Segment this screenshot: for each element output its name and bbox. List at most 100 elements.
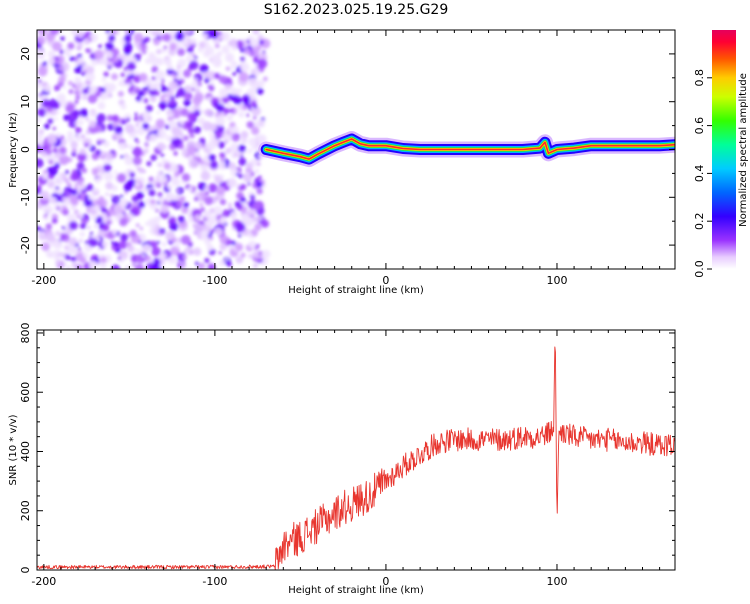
x-tick-label: -100 (202, 274, 227, 287)
noise-speck (46, 167, 52, 173)
noise-speck (169, 222, 179, 232)
noise-speck (151, 30, 158, 37)
noise-speck (47, 50, 56, 58)
noise-speck (183, 202, 190, 208)
noise-speck (143, 98, 149, 104)
noise-speck (189, 133, 195, 139)
noise-speck (123, 48, 132, 56)
y-tick-label: 200 (19, 500, 32, 521)
noise-speck (124, 155, 135, 166)
noise-speck (167, 89, 174, 97)
noise-speck (49, 196, 57, 205)
noise-speck (37, 81, 42, 89)
noise-speck (77, 32, 84, 39)
noise-speck (54, 176, 64, 185)
noise-speck (192, 96, 202, 106)
noise-speck (208, 154, 216, 162)
x-tick-label: -100 (202, 575, 227, 588)
y-tick-label: 800 (19, 322, 32, 343)
noise-speck (208, 84, 215, 91)
noise-speck (134, 112, 138, 116)
noise-speck (252, 250, 261, 259)
noise-speck (157, 192, 163, 198)
noise-speck (79, 231, 86, 237)
noise-speck (142, 50, 147, 55)
noise-speck (225, 147, 232, 154)
noise-speck (100, 256, 107, 264)
noise-speck (219, 198, 227, 206)
noise-speck (201, 110, 206, 114)
noise-speck (176, 87, 187, 97)
noise-speck (229, 108, 234, 113)
noise-speck (156, 110, 161, 115)
noise-speck (202, 33, 209, 40)
noise-speck (60, 71, 65, 76)
noise-speck (113, 170, 118, 174)
noise-speck (166, 253, 170, 257)
noise-speck (256, 134, 267, 145)
noise-speck (134, 263, 144, 269)
noise-speck (37, 158, 44, 168)
noise-speck (137, 90, 145, 97)
noise-speck (194, 214, 201, 221)
noise-speck (187, 213, 191, 217)
noise-speck (53, 240, 63, 250)
noise-speck (188, 158, 199, 169)
noise-speck (132, 146, 143, 157)
noise-speck (96, 216, 103, 223)
noise-speck (83, 198, 93, 207)
noise-speck (74, 86, 78, 91)
noise-speck (218, 162, 226, 170)
noise-speck (248, 107, 253, 111)
noise-speck (150, 154, 157, 161)
noise-speck (79, 222, 87, 230)
noise-speck (61, 226, 66, 230)
noise-speck (62, 157, 67, 162)
noise-speck (193, 223, 204, 234)
noise-speck (142, 187, 148, 193)
noise-speck (151, 65, 159, 73)
noise-speck (196, 106, 201, 111)
noise-speck (106, 114, 114, 122)
noise-speck (135, 223, 140, 228)
noise-speck (199, 207, 206, 213)
y-tick-label: -10 (19, 188, 32, 206)
noise-speck (123, 34, 132, 43)
noise-speck (237, 88, 242, 94)
noise-speck (100, 207, 107, 214)
noise-speck (177, 48, 186, 57)
noise-speck (192, 247, 202, 256)
noise-speck (88, 238, 98, 248)
noise-speck (145, 104, 153, 113)
noise-speck (99, 57, 107, 65)
noise-speck (60, 36, 65, 41)
noise-speck (66, 266, 71, 269)
noise-speck (156, 162, 161, 167)
noise-speck (41, 151, 47, 157)
x-tick-label: -200 (31, 274, 56, 287)
noise-speck (179, 120, 185, 126)
noise-speck (235, 243, 244, 252)
noise-speck (150, 258, 155, 263)
noise-speck (191, 81, 199, 89)
noise-speck (82, 88, 89, 95)
noise-speck (257, 58, 268, 69)
noise-speck (203, 210, 212, 219)
noise-speck (69, 195, 78, 204)
noise-speck (219, 174, 224, 179)
noise-speck (202, 121, 213, 131)
noise-speck (62, 66, 68, 72)
noise-speck (42, 174, 48, 180)
noise-speck (171, 195, 178, 201)
noise-speck (47, 180, 55, 189)
noise-speck (117, 256, 122, 260)
noise-speck (164, 124, 170, 130)
noise-speck (94, 49, 104, 60)
noise-speck (232, 46, 237, 51)
noise-speck (139, 226, 144, 231)
noise-speck (219, 152, 226, 159)
noise-speck (144, 255, 151, 262)
noise-speck (230, 211, 238, 219)
noise-speck (97, 141, 101, 145)
